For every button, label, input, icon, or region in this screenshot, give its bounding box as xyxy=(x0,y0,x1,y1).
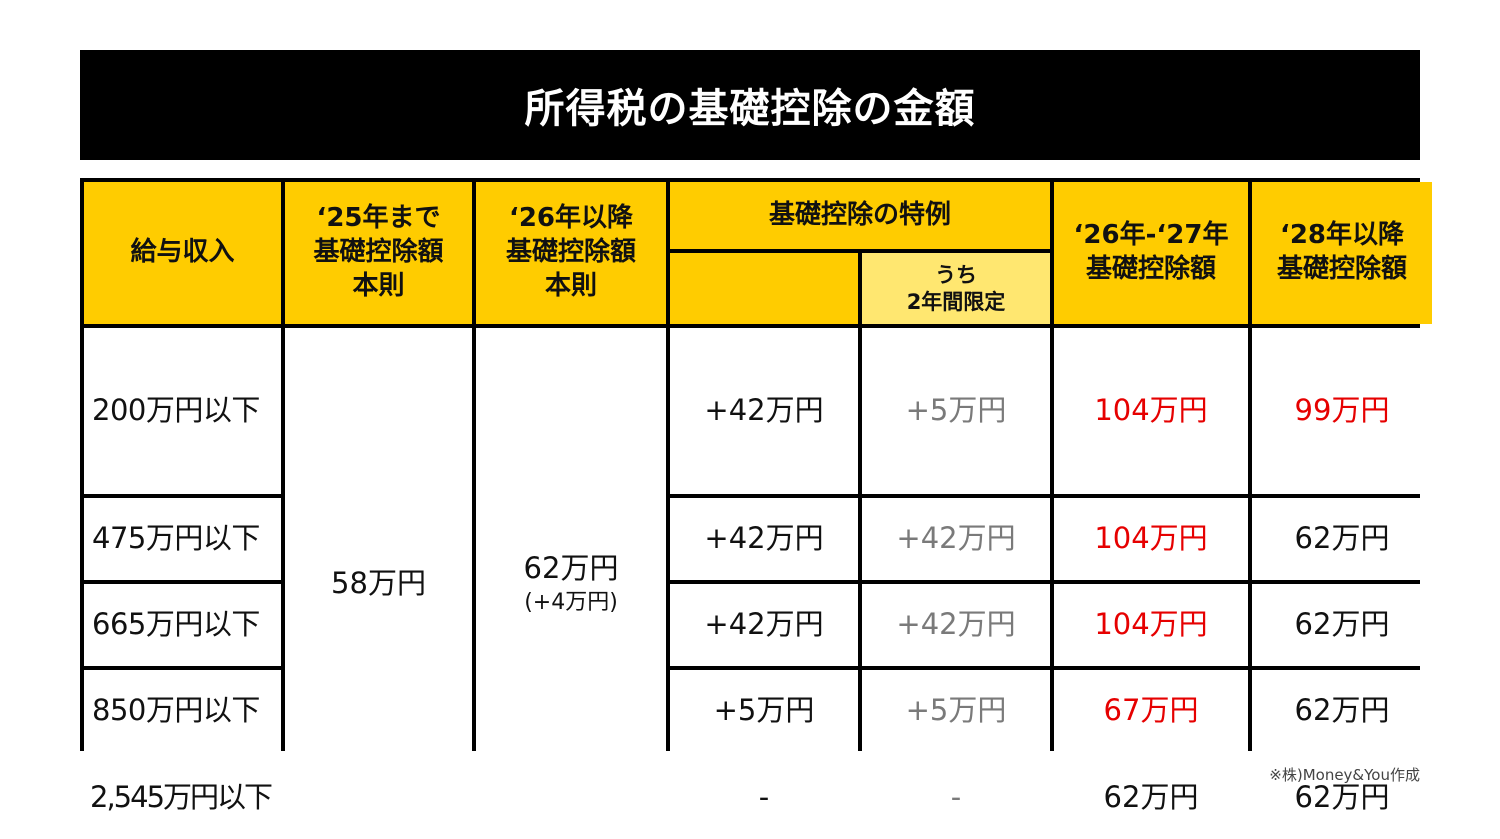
limited-200: +5万円 xyxy=(862,328,1050,494)
y2627-850: 67万円 xyxy=(1054,670,1248,752)
from28-475: 62万円 xyxy=(1252,498,1432,580)
deduction-table: 給与収入 ‘25年まで 基礎控除額 本則 ‘26年以降 基礎控除額 本則 基礎控… xyxy=(80,178,1432,839)
header-income: 給与収入 xyxy=(84,182,281,324)
from-26-amount: 62万円 xyxy=(523,551,619,586)
from28-665: 62万円 xyxy=(1252,584,1432,666)
special-475: +42万円 xyxy=(670,498,858,580)
header-until-25-line1: ‘25年まで xyxy=(316,203,441,234)
header-from-26: ‘26年以降 基礎控除額 本則 xyxy=(476,182,666,324)
header-from-28-line2: 基礎控除額 xyxy=(1276,254,1407,284)
header-26-27: ‘26年-‘27年 基礎控除額 xyxy=(1054,182,1248,324)
header-26-27-line2: 基礎控除額 xyxy=(1085,254,1216,284)
until-25-value: 58万円 xyxy=(285,328,472,839)
y2627-2545: 62万円 xyxy=(1054,756,1248,839)
limited-475: +42万円 xyxy=(862,498,1050,580)
income-2545: 2,545万円以下 xyxy=(84,756,281,839)
page-title: 所得税の基礎控除の金額 xyxy=(80,50,1420,160)
limited-665: +42万円 xyxy=(862,584,1050,666)
from28-200: 99万円 xyxy=(1252,328,1432,494)
special-850: +5万円 xyxy=(670,670,858,752)
header-from-28: ‘28年以降 基礎控除額 xyxy=(1252,182,1432,324)
header-until-25: ‘25年まで 基礎控除額 本則 xyxy=(285,182,472,324)
footnote: ※株)Money&You作成 xyxy=(1269,766,1420,784)
limited-850: +5万円 xyxy=(862,670,1050,752)
header-special-limited: うち 2年間限定 xyxy=(862,253,1050,324)
header-until-25-line3: 本則 xyxy=(352,270,405,301)
special-2545: - xyxy=(670,756,858,839)
header-special-limited-line2: 2年間限定 xyxy=(906,289,1006,314)
income-200: 200万円以下 xyxy=(84,328,281,494)
from-26-value: 62万円 (+4万円) xyxy=(476,328,666,839)
y2627-665: 104万円 xyxy=(1054,584,1248,666)
header-from-28-line1: ‘28年以降 xyxy=(1279,220,1405,251)
income-475: 475万円以下 xyxy=(84,498,281,580)
header-26-27-line1: ‘26年-‘27年 xyxy=(1073,220,1229,251)
header-special-blank xyxy=(670,253,858,324)
header-special-limited-line1: うち xyxy=(935,263,977,288)
header-from-26-line3: 本則 xyxy=(544,270,597,301)
y2627-200: 104万円 xyxy=(1054,328,1248,494)
header-special: 基礎控除の特例 xyxy=(670,182,1050,249)
limited-2545: - xyxy=(862,756,1050,839)
y2627-475: 104万円 xyxy=(1054,498,1248,580)
income-850: 850万円以下 xyxy=(84,670,281,752)
header-from-26-line1: ‘26年以降 xyxy=(508,203,634,234)
income-665: 665万円以下 xyxy=(84,584,281,666)
from28-850: 62万円 xyxy=(1252,670,1432,752)
special-200: +42万円 xyxy=(670,328,858,494)
special-665: +42万円 xyxy=(670,584,858,666)
from-26-note: (+4万円) xyxy=(524,589,618,615)
header-from-26-line2: 基礎控除額 xyxy=(505,237,636,268)
header-until-25-line2: 基礎控除額 xyxy=(313,237,444,268)
